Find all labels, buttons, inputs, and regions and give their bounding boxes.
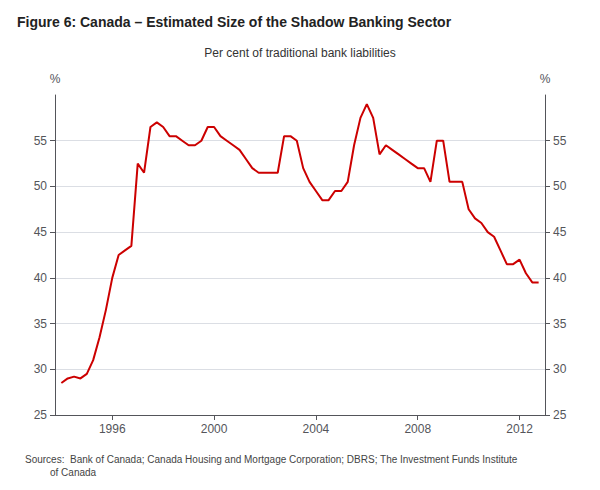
- svg-text:30: 30: [34, 362, 48, 376]
- svg-text:2012: 2012: [506, 422, 533, 436]
- svg-text:2004: 2004: [303, 422, 330, 436]
- svg-text:30: 30: [553, 362, 567, 376]
- svg-text:Per cent of traditional bank l: Per cent of traditional bank liabilities: [204, 46, 395, 60]
- svg-text:35: 35: [553, 317, 567, 331]
- svg-text:50: 50: [553, 179, 567, 193]
- svg-text:1996: 1996: [99, 422, 126, 436]
- svg-text:55: 55: [34, 134, 48, 148]
- svg-text:40: 40: [34, 271, 48, 285]
- svg-text:50: 50: [34, 179, 48, 193]
- svg-text:25: 25: [34, 408, 48, 422]
- svg-text:2008: 2008: [404, 422, 431, 436]
- svg-text:45: 45: [34, 225, 48, 239]
- svg-text:of Canada: of Canada: [25, 467, 97, 478]
- svg-text:Figure 6: Canada – Estimated S: Figure 6: Canada – Estimated Size of the…: [17, 14, 452, 30]
- svg-text:%: %: [50, 72, 61, 86]
- svg-text:2000: 2000: [201, 422, 228, 436]
- svg-text:25: 25: [553, 408, 567, 422]
- svg-text:45: 45: [553, 225, 567, 239]
- svg-text:40: 40: [553, 271, 567, 285]
- svg-text:55: 55: [553, 134, 567, 148]
- svg-text:%: %: [540, 72, 551, 86]
- svg-text:35: 35: [34, 317, 48, 331]
- svg-text:Sources: Bank of Canada; Cana: Sources: Bank of Canada; Canada Housing …: [25, 454, 518, 465]
